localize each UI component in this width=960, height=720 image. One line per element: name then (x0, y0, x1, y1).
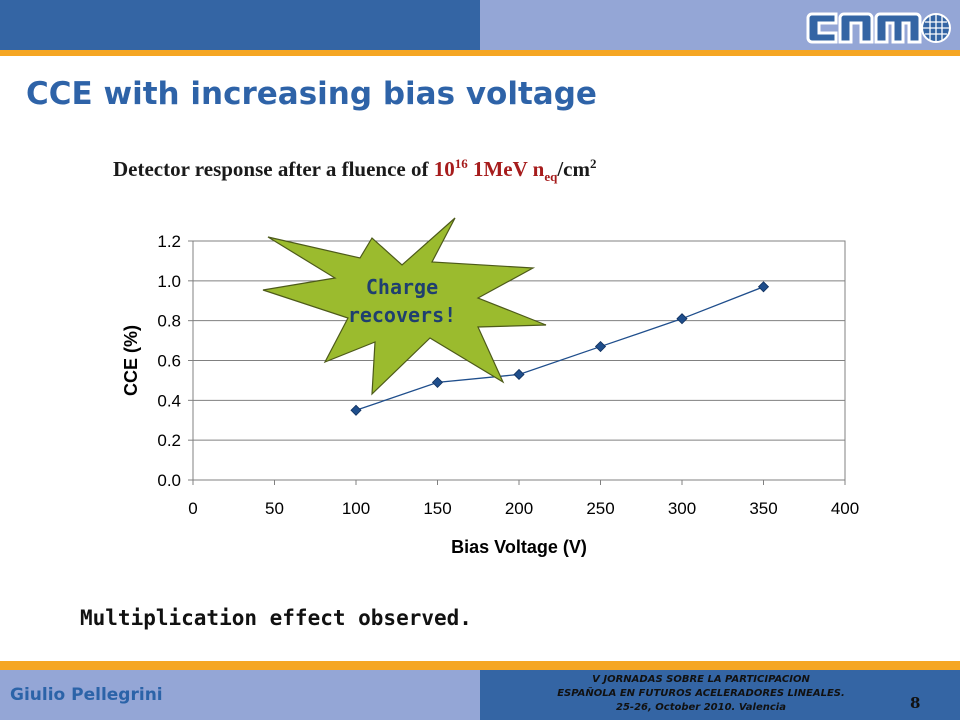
fluence-exponent: 16 (454, 156, 468, 171)
annotation-burst (262, 217, 547, 396)
bottom-band-light (0, 670, 480, 720)
data-point (757, 281, 770, 293)
subtitle-prefix: Detector response after a fluence of (113, 157, 434, 181)
y-tick-label: 0.4 (157, 391, 181, 410)
conference-line-3: 25-26, October 2010. Valencia (616, 702, 786, 713)
bottom-orange-stripe (0, 661, 960, 670)
page-number: 8 (910, 694, 921, 712)
x-tick-label: 250 (586, 499, 614, 518)
fluence-unit: 1MeV n (467, 157, 545, 181)
top-orange-stripe (0, 50, 960, 56)
slide-title: CCE with increasing bias voltage (26, 76, 597, 112)
x-tick-label: 0 (188, 499, 197, 518)
fluence-base: 10 (433, 157, 455, 181)
cnm-logo-icon (806, 12, 951, 44)
data-point (676, 313, 688, 325)
chart-subtitle: Detector response after a fluence of 101… (113, 156, 597, 185)
y-tick-label: 1.0 (157, 272, 181, 291)
x-tick-label: 400 (831, 499, 859, 518)
x-tick-label: 300 (668, 499, 696, 518)
x-tick-label: 350 (749, 499, 777, 518)
annotation-line-1: Charge (366, 275, 438, 299)
conference-line-1: V JORNADAS SOBRE LA PARTICIPACION (592, 674, 810, 685)
y-tick-label: 0.2 (157, 431, 181, 450)
observation-note: Multiplication effect observed. (80, 606, 472, 630)
y-tick-label: 0.6 (157, 352, 181, 371)
series-line (355, 286, 764, 411)
data-point (350, 404, 362, 416)
x-tick-label: 200 (505, 499, 533, 518)
fluence-unit-tail-exponent: 2 (590, 156, 597, 171)
data-point (431, 376, 444, 388)
y-axis-label: CCE (%) (121, 325, 141, 396)
y-tick-label: 1.2 (157, 232, 181, 251)
fluence-value: 1016 1MeV neq (433, 156, 558, 185)
conference-line-2: ESPAÑOLA EN FUTUROS ACELERADORES LINEALE… (557, 688, 845, 699)
data-point (594, 340, 607, 353)
fluence-unit-subscript: eq (544, 169, 558, 185)
y-tick-label: 0.8 (157, 312, 181, 331)
x-axis-label: Bias Voltage (V) (451, 537, 587, 557)
y-tick-label: 0.0 (157, 471, 181, 490)
bottom-band-dark (480, 670, 960, 720)
top-band-dark (0, 0, 480, 50)
x-tick-label: 50 (265, 499, 284, 518)
author-name: Giulio Pellegrini (10, 685, 163, 705)
conference-info: V JORNADAS SOBRE LA PARTICIPACION ESPAÑO… (516, 673, 886, 715)
annotation-line-2: recovers! (348, 303, 456, 327)
fluence-unit-tail: /cm (557, 157, 590, 181)
x-tick-label: 100 (342, 499, 370, 518)
data-point (513, 368, 525, 381)
x-tick-label: 150 (423, 499, 451, 518)
